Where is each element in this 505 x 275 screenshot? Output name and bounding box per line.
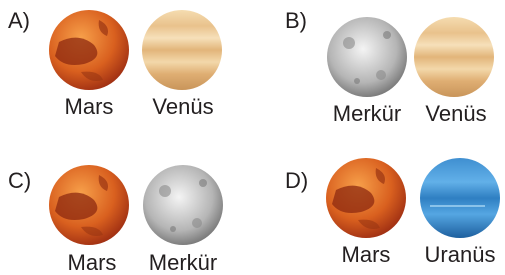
planet-image xyxy=(327,17,407,97)
planet-name: Mars xyxy=(342,242,391,267)
planet-name: Merkür xyxy=(333,101,401,126)
planet-image xyxy=(142,10,222,90)
planet-name: Mars xyxy=(68,250,117,275)
option-letter[interactable]: A) xyxy=(8,8,30,33)
planet-image xyxy=(49,10,129,90)
question-options: A) Mars Venüs B) Merkür Venüs C) Mars Me… xyxy=(0,0,505,275)
planet-name: Uranüs xyxy=(425,242,496,267)
option-letter[interactable]: C) xyxy=(8,168,31,193)
planet-image xyxy=(49,165,129,245)
planet-name: Venüs xyxy=(152,94,213,119)
planet-image xyxy=(143,165,223,245)
planet-name: Mars xyxy=(65,94,114,119)
option-letter[interactable]: B) xyxy=(285,8,307,33)
planet-name: Merkür xyxy=(149,250,217,275)
planet-image xyxy=(326,158,406,238)
option-letter[interactable]: D) xyxy=(285,168,308,193)
planet-image xyxy=(414,17,494,97)
planet-image xyxy=(420,158,500,238)
planet-name: Venüs xyxy=(425,101,486,126)
